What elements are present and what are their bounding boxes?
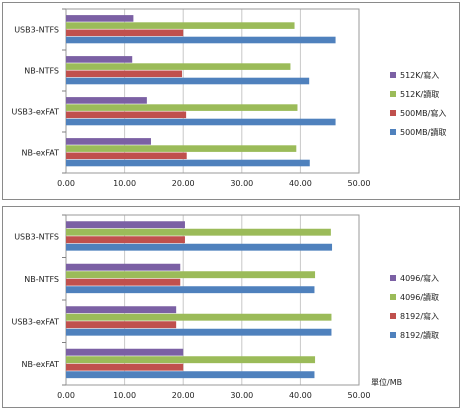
bar-nb-ntfs-s3 <box>66 286 315 294</box>
bar-usb3-ntfs-s1 <box>66 228 331 236</box>
bar-nb-ntfs-s2 <box>66 70 183 78</box>
legend-label: 512K/讀取 <box>400 89 439 99</box>
legend-swatch <box>390 129 396 135</box>
x-tick-label: 0.00 <box>57 179 75 188</box>
legend-label: 8192/讀取 <box>400 330 439 340</box>
bar-nb-exfat-s2 <box>66 152 187 160</box>
x-tick-label: 20.00 <box>172 179 195 188</box>
legend-swatch <box>390 332 396 338</box>
bar-usb3-ntfs-s0 <box>66 221 185 229</box>
bar-usb3-exfat-s1 <box>66 104 298 111</box>
bar-usb3-ntfs-s0 <box>66 15 134 22</box>
x-tick-label: 0.00 <box>57 391 75 400</box>
bar-usb3-exfat-s2 <box>66 321 177 329</box>
legend-label: 8192/寫入 <box>400 311 439 321</box>
bar-nb-exfat-s3 <box>66 371 315 379</box>
bar-usb3-exfat-s0 <box>66 97 147 104</box>
bar-chart-bottom: USB3-NTFS NB-NTFS USB3-exFAT NB-exFAT 0.00 10… <box>11 214 439 400</box>
chart-panel-bottom: USB3-NTFS NB-NTFS USB3-exFAT NB-exFAT 0.00 10… <box>2 206 460 408</box>
x-tick-label: 10.00 <box>113 391 136 400</box>
legend-swatch <box>390 72 396 78</box>
x-tick-label: 30.00 <box>230 391 253 400</box>
x-tick-label: 50.00 <box>348 391 371 400</box>
bar-usb3-exfat-s0 <box>66 306 177 314</box>
bar-nb-ntfs-s0 <box>66 56 133 63</box>
bar-usb3-ntfs-s2 <box>66 29 184 37</box>
legend-swatch <box>390 313 396 319</box>
bar-nb-ntfs-s1 <box>66 271 316 279</box>
bar-nb-exfat-s2 <box>66 363 184 371</box>
bar-nb-exfat-s0 <box>66 348 184 356</box>
x-tick-label: 10.00 <box>113 179 136 188</box>
bar-nb-exfat-s1 <box>66 356 316 364</box>
legend-label: 4096/讀取 <box>400 292 439 302</box>
bar-nb-exfat-s0 <box>66 138 151 145</box>
x-tick-label: 40.00 <box>289 179 312 188</box>
bar-usb3-ntfs-s1 <box>66 22 295 29</box>
unit-label: 單位/MB <box>371 377 402 387</box>
legend-swatch <box>390 275 396 281</box>
bar-usb3-exfat-s3 <box>66 118 336 126</box>
category-label: NB-NTFS <box>24 275 59 284</box>
chart-panel-top: USB3-NTFS NB-NTFS USB3-exFAT NB-exFAT 0.00 10… <box>2 2 460 200</box>
x-tick-label: 40.00 <box>289 391 312 400</box>
bar-nb-exfat-s3 <box>66 159 310 167</box>
bar-usb3-exfat-s2 <box>66 111 187 119</box>
legend-swatch <box>390 294 396 300</box>
category-label: USB3-NTFS <box>14 26 59 35</box>
bar-chart-top: USB3-NTFS NB-NTFS USB3-exFAT NB-exFAT 0.00 10… <box>11 8 446 188</box>
legend-label: 4096/寫入 <box>400 273 439 283</box>
category-label: USB3-NTFS <box>14 232 59 241</box>
legend-swatch <box>390 91 396 97</box>
bar-nb-exfat-s1 <box>66 145 297 152</box>
legend-swatch <box>390 110 396 116</box>
bar-nb-ntfs-s1 <box>66 63 291 70</box>
x-tick-label: 50.00 <box>348 179 371 188</box>
bar-nb-ntfs-s0 <box>66 263 181 271</box>
bar-usb3-exfat-s1 <box>66 313 332 321</box>
category-label: NB-NTFS <box>24 67 59 76</box>
category-label: NB-exFAT <box>22 149 60 158</box>
legend-label: 512K/寫入 <box>400 70 439 80</box>
bar-usb3-ntfs-s2 <box>66 236 185 244</box>
category-label: USB3-exFAT <box>11 108 59 117</box>
bar-usb3-ntfs-s3 <box>66 243 333 251</box>
category-label: USB3-exFAT <box>11 317 59 326</box>
bar-usb3-exfat-s3 <box>66 328 332 336</box>
x-tick-label: 30.00 <box>230 179 253 188</box>
legend-label: 500MB/讀取 <box>400 127 446 137</box>
bar-nb-ntfs-s2 <box>66 278 181 286</box>
x-tick-label: 20.00 <box>172 391 195 400</box>
category-label: NB-exFAT <box>22 360 60 369</box>
legend-label: 500MB/寫入 <box>400 108 446 118</box>
bar-usb3-ntfs-s3 <box>66 36 336 44</box>
bar-nb-ntfs-s3 <box>66 77 310 85</box>
